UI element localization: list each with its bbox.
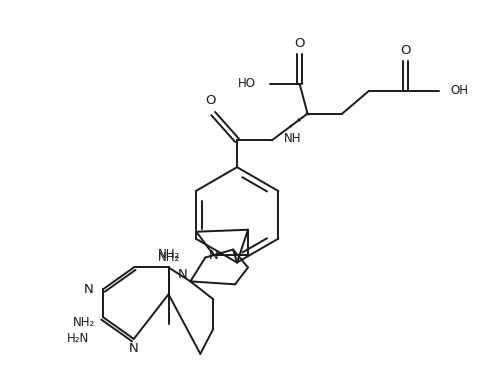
Text: O: O <box>401 43 411 57</box>
Text: NH₂: NH₂ <box>158 248 180 261</box>
Text: NH: NH <box>284 132 301 145</box>
Text: N: N <box>208 249 218 262</box>
Text: O: O <box>294 37 305 50</box>
Text: N: N <box>129 342 139 355</box>
Text: N: N <box>178 268 187 281</box>
Text: O: O <box>205 94 216 107</box>
Text: N: N <box>83 283 93 296</box>
Text: OH: OH <box>450 84 468 97</box>
Text: NH₂: NH₂ <box>73 315 95 329</box>
Text: NH₂: NH₂ <box>158 251 180 264</box>
Text: HO: HO <box>238 77 256 90</box>
Text: H₂N: H₂N <box>67 332 89 346</box>
